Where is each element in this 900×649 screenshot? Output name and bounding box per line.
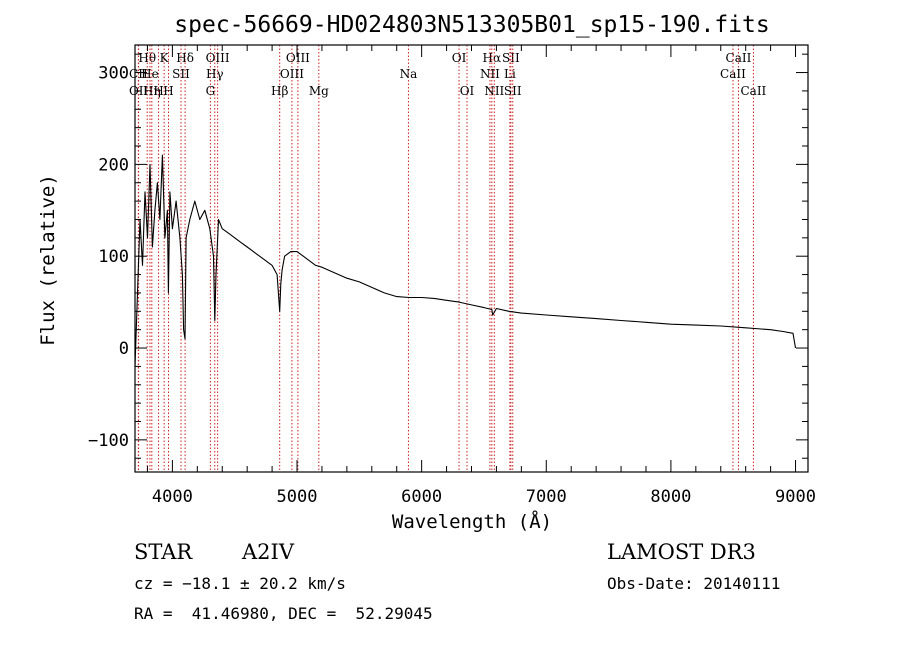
spectral-line-label: OI xyxy=(452,51,467,65)
spectral-line-label: OIII xyxy=(206,51,230,65)
x-axis-label: Wavelength (Å) xyxy=(392,510,552,533)
spectral-line-label: Hα xyxy=(483,51,502,65)
emission-lines-layer: CIIOIIHθHeHηHKHSIIHδGOIIIHγHβOIIIOIIIMgN… xyxy=(129,45,767,472)
survey-name: LAMOST DR3 xyxy=(607,540,756,564)
spectral-line-label: NII xyxy=(484,84,504,98)
spectral-line-label: He xyxy=(141,67,159,81)
x-tick-label: 6000 xyxy=(401,487,442,507)
observation-date: Obs-Date: 20140111 xyxy=(607,574,781,593)
spectral-line-label: CaII xyxy=(726,51,752,65)
y-tick-label: 300 xyxy=(98,64,129,84)
x-tick-label: 7000 xyxy=(526,487,567,507)
spectral-line-label: Li xyxy=(504,67,516,81)
object-class: STAR xyxy=(134,540,193,564)
ra-dec-coordinates: RA = 41.46980, DEC = 52.29045 xyxy=(134,604,433,623)
x-tick-label: 5000 xyxy=(277,487,318,507)
y-tick-label: 100 xyxy=(98,247,129,267)
x-tick-label: 8000 xyxy=(650,487,691,507)
spectral-line-label: Hη xyxy=(143,84,161,98)
spectral-line-label: CaII xyxy=(740,84,766,98)
spectral-line-label: H xyxy=(163,84,173,98)
spectral-line-label: OI xyxy=(460,84,475,98)
spectral-line-label: SII xyxy=(502,51,520,65)
spectral-line-label: OIII xyxy=(280,67,304,81)
x-tick-label: 9000 xyxy=(775,487,816,507)
spectral-line-label: Hβ xyxy=(271,84,288,98)
y-tick-label: −100 xyxy=(88,431,129,451)
y-tick-label: 0 xyxy=(119,339,129,359)
spectrum-layer xyxy=(134,154,797,367)
spectral-line-label: SII xyxy=(172,67,190,81)
x-tick-label: 4000 xyxy=(152,487,193,507)
plot-frame xyxy=(134,44,809,473)
spectral-line-label: Hγ xyxy=(206,67,224,81)
redshift-velocity: cz = −18.1 ± 20.2 km/s xyxy=(134,574,346,593)
spectral-line-label: Hθ xyxy=(138,51,156,65)
y-tick-label: 200 xyxy=(98,155,129,175)
spectral-line-label: Na xyxy=(400,67,418,81)
spectral-line-label: Hδ xyxy=(176,51,194,65)
spectral-line-label: H xyxy=(153,84,163,98)
spectral-line-label: OIII xyxy=(286,51,310,65)
spectral-line-label: CaII xyxy=(720,67,746,81)
spectral-line-label: SII xyxy=(504,84,522,98)
spectral-line-label: G xyxy=(206,84,216,98)
chart-title: spec-56669-HD024803N513305B01_sp15-190.f… xyxy=(174,12,769,38)
spectrum-series-line xyxy=(134,154,797,367)
y-axis-label: Flux (relative) xyxy=(37,174,59,346)
object-subclass: A2IV xyxy=(242,540,294,564)
spectral-line-label: Mg xyxy=(309,84,329,98)
spectral-line-label: NII xyxy=(480,67,500,81)
spectral-line-label: K xyxy=(160,51,170,65)
axes-layer: 4000 5000 6000 7000 8000 9000 −100 0 100 200 300 xyxy=(88,44,816,507)
